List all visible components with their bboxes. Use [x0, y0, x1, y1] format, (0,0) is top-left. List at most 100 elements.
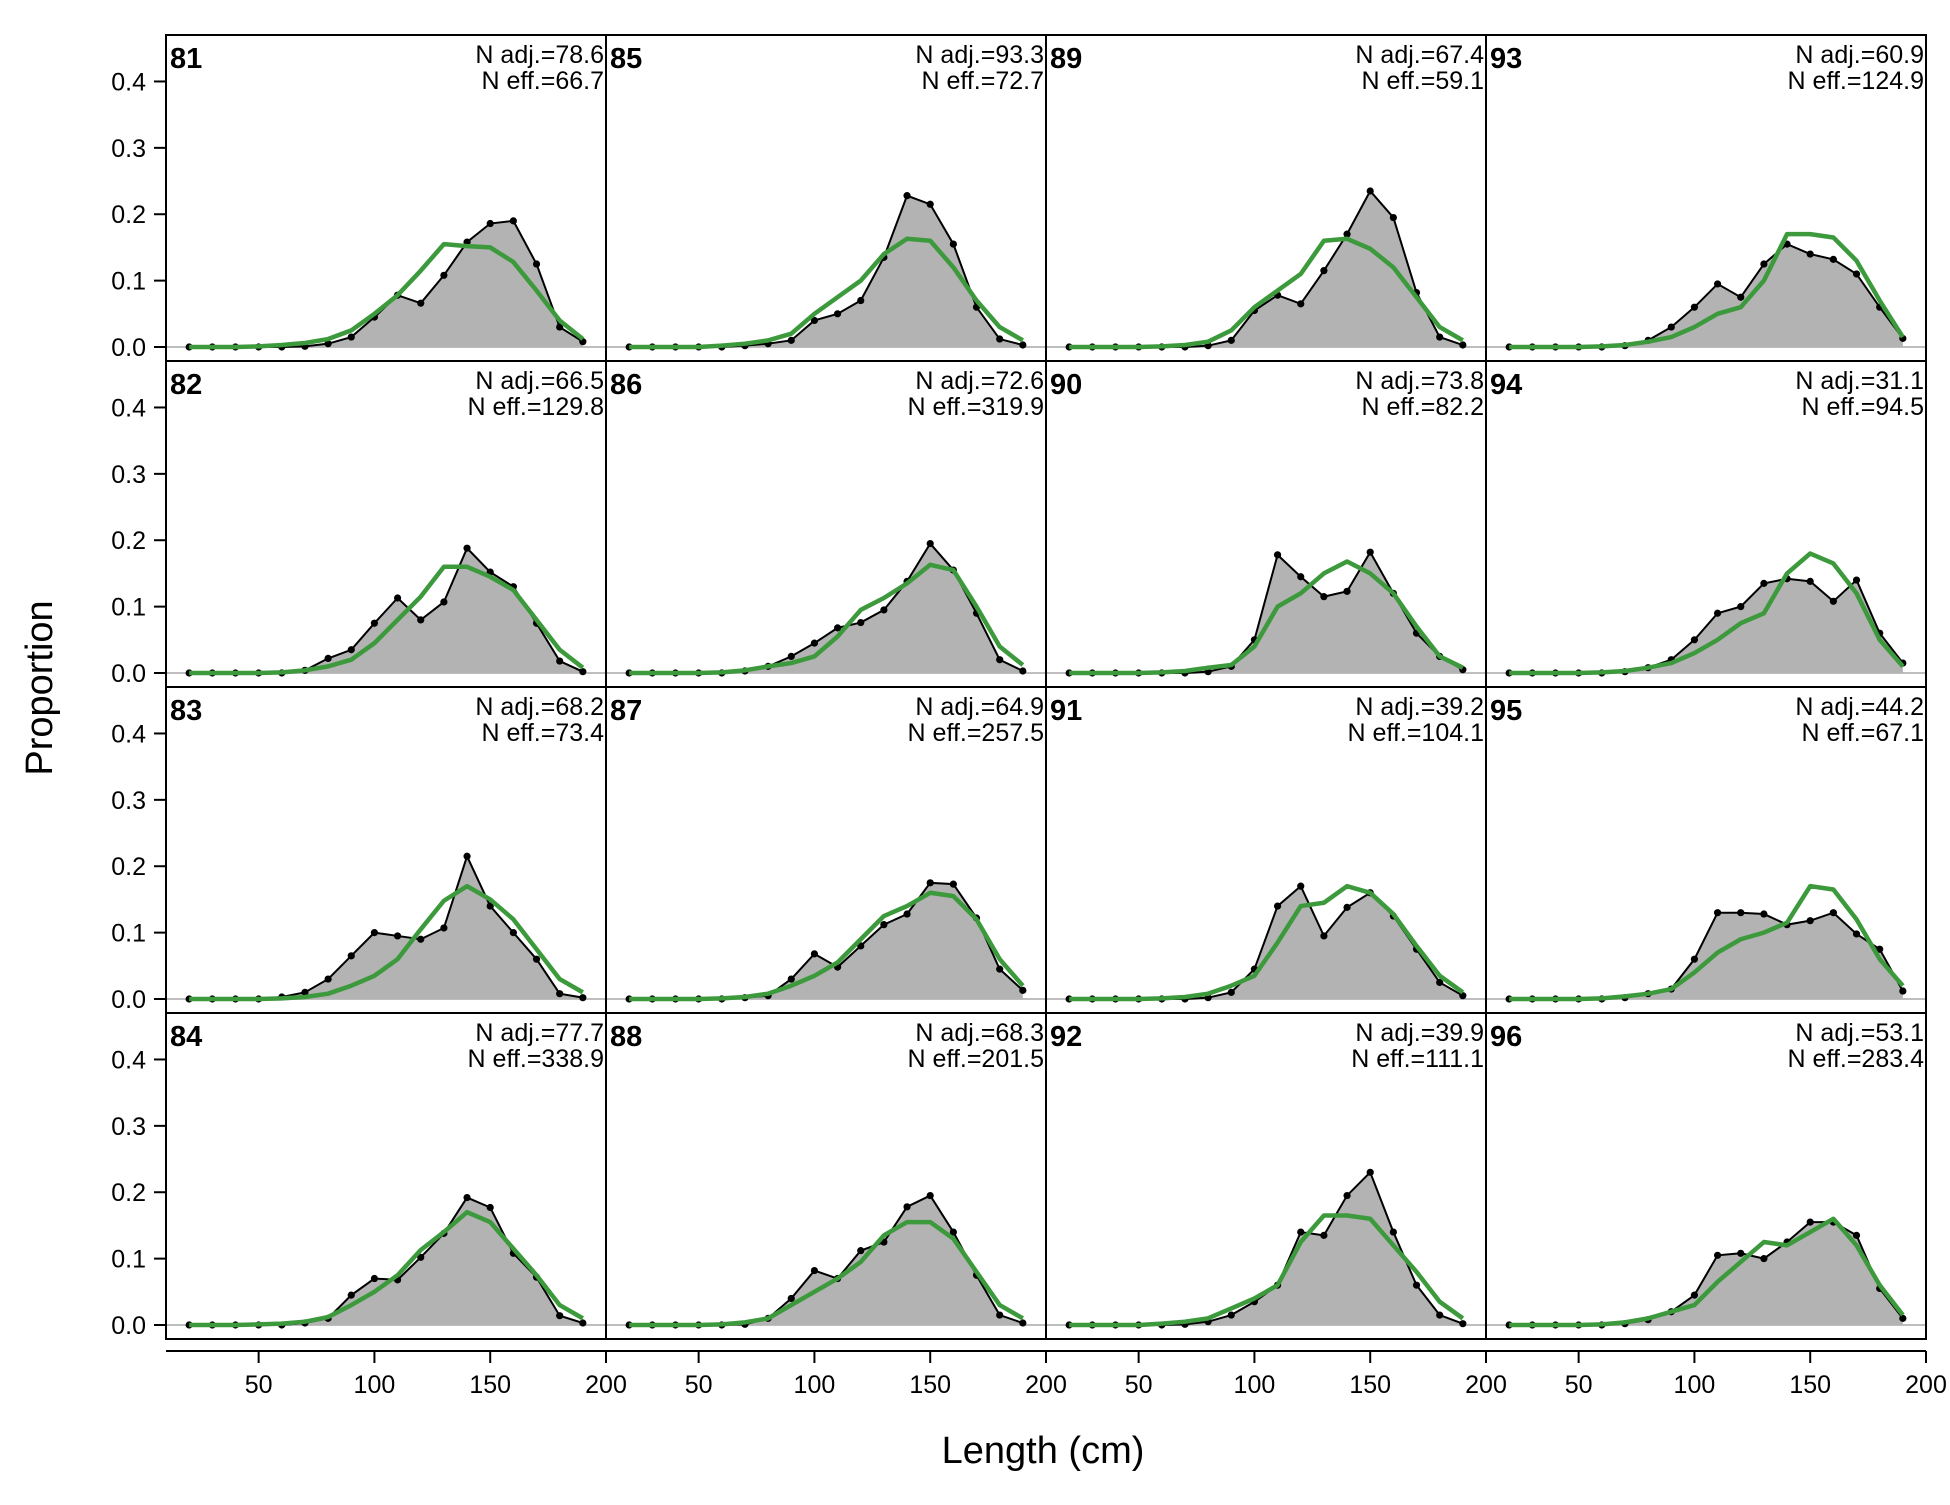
- n-eff-text: N eff.=283.4: [1788, 1045, 1925, 1073]
- observed-point: [1389, 1228, 1397, 1236]
- observed-point: [324, 975, 332, 983]
- observed-point: [926, 1191, 934, 1200]
- panel-87: 87 N adj.=64.9N eff.=257.5: [605, 686, 1047, 1014]
- observed-area: [189, 1197, 583, 1325]
- observed-point: [1412, 1281, 1421, 1289]
- observed-point: [509, 929, 517, 937]
- observed-area: [1069, 886, 1463, 999]
- panel-label: 86: [610, 369, 642, 401]
- observed-point: [556, 990, 564, 998]
- observed-point: [903, 192, 911, 200]
- x-tick-label: 100: [354, 1371, 396, 1399]
- panel-label: 88: [610, 1021, 642, 1053]
- panel-82: 82 N adj.=66.5N eff.=129.8: [165, 360, 607, 688]
- observed-point: [1320, 267, 1328, 275]
- observed-point: [579, 1319, 587, 1327]
- observed-point: [1459, 341, 1467, 349]
- observed-point: [1343, 587, 1351, 595]
- observed-point: [1343, 1191, 1351, 1200]
- observed-point: [787, 652, 795, 661]
- observed-point: [903, 1203, 911, 1211]
- expected-line: [189, 883, 584, 1002]
- x-axis-label: Length (cm): [942, 1430, 1145, 1472]
- observed-area: [629, 543, 1023, 673]
- n-eff-text: N eff.=319.9: [908, 393, 1044, 421]
- observed-point: [1852, 930, 1861, 938]
- observed-point: [417, 1253, 425, 1261]
- n-adj-text: N adj.=67.4: [1355, 41, 1484, 69]
- y-tick-label: 0.0: [111, 334, 146, 362]
- observed-point: [417, 616, 425, 624]
- observed-point: [463, 852, 471, 860]
- y-tick-label: 0.3: [111, 1113, 146, 1141]
- observed-point: [1829, 597, 1837, 605]
- expected-line: [629, 236, 1024, 350]
- observed-point: [1760, 910, 1768, 918]
- panel-89: 89 N adj.=67.4N eff.=59.1: [1045, 34, 1487, 362]
- n-eff-text: N eff.=73.4: [481, 719, 604, 747]
- observed-point: [1713, 609, 1722, 617]
- x-tick-label: 200: [1465, 1371, 1507, 1399]
- observed-point: [1227, 988, 1235, 996]
- y-tick-label: 0.0: [111, 1312, 146, 1340]
- observed-point: [1713, 1251, 1722, 1259]
- y-tick-label: 0.3: [111, 135, 146, 163]
- observed-point: [347, 1291, 355, 1299]
- observed-point: [1760, 1255, 1768, 1263]
- observed-point: [833, 624, 842, 632]
- observed-point: [393, 594, 402, 602]
- observed-point: [1667, 323, 1675, 331]
- n-adj-text: N adj.=73.8: [1355, 367, 1484, 395]
- y-tick-label: 0.2: [111, 527, 146, 555]
- expected-line: [1069, 236, 1464, 350]
- expected-line: [189, 564, 585, 676]
- panel-label: 81: [170, 43, 202, 75]
- observed-point: [532, 955, 541, 963]
- observed-point: [833, 310, 842, 318]
- observed-point: [1436, 1311, 1444, 1319]
- observed-point: [347, 333, 355, 341]
- observed-point: [347, 646, 355, 654]
- observed-point: [787, 975, 795, 983]
- y-tick-label: 0.4: [111, 68, 146, 96]
- observed-point: [1459, 992, 1467, 1000]
- observed-point: [1273, 902, 1282, 910]
- observed-point: [1459, 1320, 1467, 1328]
- observed-point: [556, 657, 564, 665]
- y-tick-label: 0.2: [111, 201, 146, 229]
- observed-point: [1829, 255, 1837, 263]
- n-eff-text: N eff.=66.7: [481, 67, 604, 95]
- expected-line: [1069, 883, 1465, 1002]
- observed-point: [1806, 917, 1814, 925]
- observed-point: [440, 598, 448, 606]
- expected-line: [1069, 559, 1464, 676]
- observed-area: [189, 220, 583, 347]
- n-eff-text: N eff.=111.1: [1351, 1045, 1484, 1073]
- n-adj-text: N adj.=39.9: [1355, 1019, 1484, 1047]
- observed-point: [810, 316, 819, 325]
- panel-90: 90 N adj.=73.8N eff.=82.2: [1045, 360, 1487, 688]
- x-tick-label: 150: [909, 1371, 951, 1399]
- panels-layer: 81 N adj.=78.6N eff.=66.782 N adj.=66.5N e…: [165, 34, 1927, 1340]
- observed-point: [1320, 1231, 1328, 1239]
- observed-point: [1019, 1319, 1027, 1327]
- panel-95: 95 N adj.=44.2N eff.=67.1: [1485, 686, 1927, 1014]
- panel-label: 96: [1490, 1021, 1522, 1053]
- expected-line: [629, 1219, 1024, 1328]
- observed-point: [857, 1247, 865, 1255]
- observed-area: [1509, 578, 1903, 673]
- y-tick-label: 0.2: [111, 853, 146, 881]
- x-tick-label: 200: [585, 1371, 627, 1399]
- n-adj-text: N adj.=68.3: [915, 1019, 1044, 1047]
- observed-point: [810, 639, 819, 647]
- observed-point: [1366, 1168, 1374, 1176]
- panel-frame: [1485, 1012, 1927, 1340]
- observed-point: [417, 299, 425, 307]
- observed-point: [1899, 1314, 1907, 1322]
- observed-point: [556, 323, 564, 331]
- x-tick-label: 100: [794, 1371, 836, 1399]
- observed-point: [1436, 978, 1444, 987]
- observed-point: [532, 260, 541, 268]
- observed-point: [949, 1228, 957, 1236]
